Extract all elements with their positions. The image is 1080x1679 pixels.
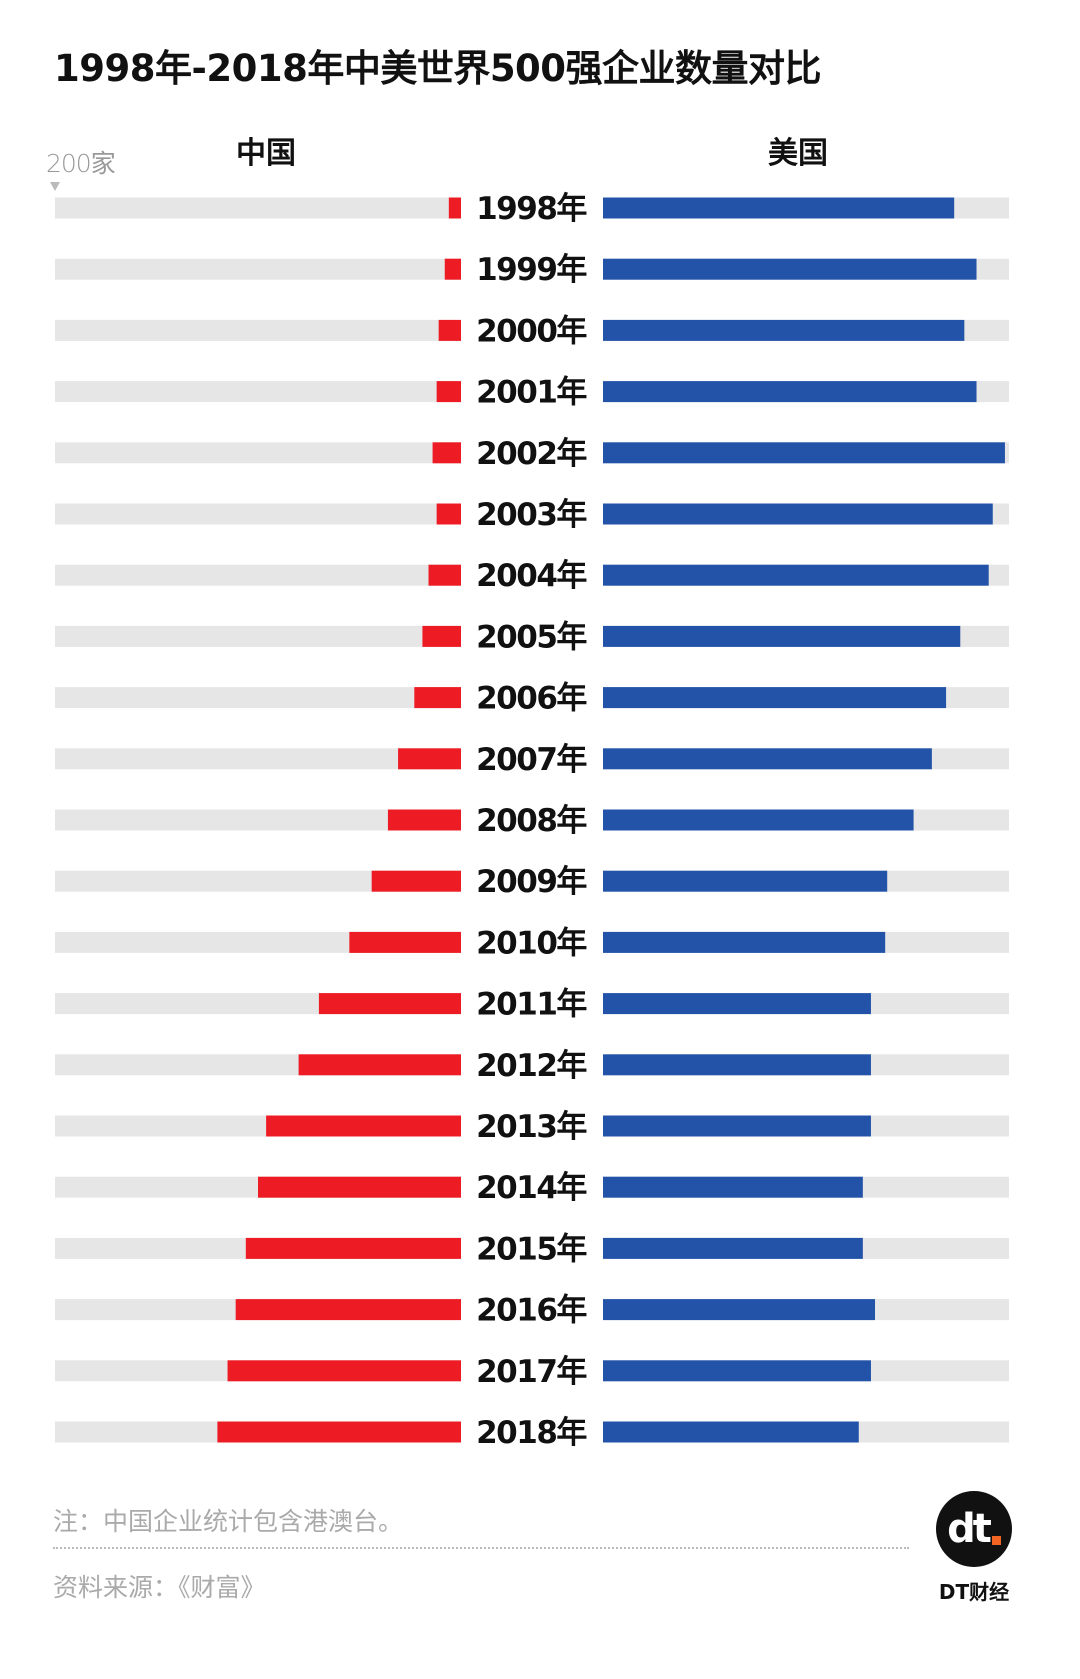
bar-usa — [603, 625, 961, 647]
track-china — [55, 870, 461, 892]
bar-china — [436, 381, 461, 403]
year-label: 2004年 — [476, 558, 587, 594]
year-label: 2005年 — [476, 619, 587, 655]
bar-china — [266, 1115, 461, 1137]
bar-china — [371, 870, 461, 892]
track-china — [55, 197, 461, 219]
year-label: 2011年 — [476, 987, 587, 1023]
track-china — [55, 809, 461, 831]
year-label: 2009年 — [476, 864, 587, 900]
year-label: 2001年 — [476, 375, 587, 411]
bar-usa — [603, 564, 989, 586]
track-china — [55, 381, 461, 403]
bar-china — [349, 931, 461, 953]
bar-usa — [603, 503, 993, 525]
bar-china — [217, 1421, 461, 1443]
bar-china — [245, 1237, 461, 1259]
footnote: 注：中国企业统计包含港澳台。 — [53, 1507, 404, 1536]
year-label: 2012年 — [476, 1048, 587, 1084]
year-label: 2006年 — [476, 681, 587, 717]
bar-china — [428, 564, 461, 586]
bar-usa — [603, 1115, 871, 1137]
track-china — [55, 319, 461, 341]
bar-usa — [603, 809, 914, 831]
year-label: 2017年 — [476, 1354, 587, 1390]
bar-usa — [603, 258, 977, 280]
bar-china — [448, 197, 461, 219]
bar-china — [436, 503, 461, 525]
year-label: 2014年 — [476, 1170, 587, 1206]
bar-usa — [603, 870, 888, 892]
bar-china — [258, 1176, 461, 1198]
bar-usa — [603, 1360, 871, 1382]
year-label: 2000年 — [476, 313, 587, 349]
brand-name: DT财经 — [938, 1580, 1010, 1604]
track-china — [55, 258, 461, 280]
bar-usa — [603, 993, 871, 1015]
dt-logo-icon: dt — [936, 1491, 1012, 1567]
bar-china — [414, 687, 461, 709]
year-label: 2016年 — [476, 1293, 587, 1329]
year-label: 2002年 — [476, 436, 587, 472]
bar-usa — [603, 1054, 871, 1076]
legend-usa: 美国 — [768, 136, 828, 171]
scale-marker-icon — [50, 182, 60, 191]
track-china — [55, 625, 461, 647]
bar-usa — [603, 442, 1005, 464]
divider — [53, 1547, 909, 1549]
year-label: 2013年 — [476, 1109, 587, 1145]
year-label: 1998年 — [476, 191, 587, 227]
bar-usa — [603, 319, 965, 341]
butterfly-chart: 1998年 1999年 2000年 2001年 2002年 2003年 2004年 2005年… — [55, 191, 1009, 1451]
bar-china — [387, 809, 461, 831]
track-china — [55, 748, 461, 770]
bar-china — [227, 1360, 461, 1382]
year-label: 2015年 — [476, 1231, 587, 1267]
bar-usa — [603, 748, 932, 770]
year-label: 2010年 — [476, 925, 587, 961]
year-label: 1999年 — [476, 252, 587, 288]
track-china — [55, 503, 461, 525]
bar-usa — [603, 197, 955, 219]
bar-china — [235, 1299, 461, 1321]
bar-usa — [603, 687, 947, 709]
bar-usa — [603, 381, 977, 403]
year-label: 2007年 — [476, 742, 587, 778]
bar-usa — [603, 1299, 876, 1321]
bar-china — [438, 319, 461, 341]
year-label: 2018年 — [476, 1415, 587, 1451]
chart-title: 1998年-2018年中美世界500强企业数量对比 — [54, 47, 822, 90]
year-label: 2003年 — [476, 497, 587, 533]
track-china — [55, 564, 461, 586]
year-label: 2008年 — [476, 803, 587, 839]
bar-china — [432, 442, 461, 464]
bar-usa — [603, 1176, 863, 1198]
bar-usa — [603, 1237, 863, 1259]
track-china — [55, 687, 461, 709]
scale-label: 200家 — [46, 149, 116, 178]
bar-china — [318, 993, 461, 1015]
bar-usa — [603, 931, 886, 953]
bar-china — [422, 625, 461, 647]
source-note: 资料来源：《财富》 — [53, 1573, 266, 1602]
track-china — [55, 442, 461, 464]
bar-china — [398, 748, 461, 770]
bar-china — [444, 258, 461, 280]
bar-usa — [603, 1421, 859, 1443]
legend-china: 中国 — [236, 136, 296, 171]
bar-china — [298, 1054, 461, 1076]
